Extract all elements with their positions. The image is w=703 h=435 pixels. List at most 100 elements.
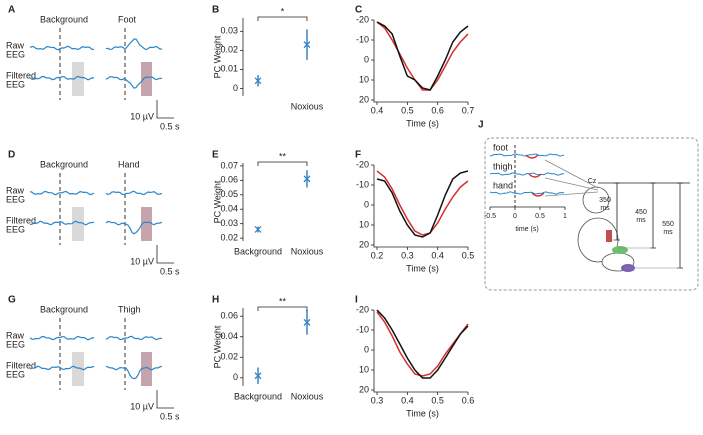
response xyxy=(528,173,542,178)
trace xyxy=(489,191,565,195)
x-tick-label: -0.5 xyxy=(484,213,496,220)
y-tick-label: 0.07 xyxy=(220,160,238,170)
significance-bracket xyxy=(257,306,308,311)
panel-label: I xyxy=(355,295,358,306)
background-window xyxy=(72,62,84,96)
significance: ** xyxy=(279,296,287,306)
raw-trace xyxy=(29,335,95,341)
row-label: Filtered xyxy=(6,215,36,225)
scale-label: 0.5 s xyxy=(160,121,180,131)
y-tick-label: 0 xyxy=(364,199,369,209)
line xyxy=(376,170,469,238)
y-tick-label: 20 xyxy=(359,384,369,394)
x-tick-label: 0.2 xyxy=(371,250,384,260)
significance-bracket xyxy=(257,16,308,21)
filtered-trace xyxy=(105,365,163,380)
background-window xyxy=(72,352,84,386)
x-tick-label: 0.4 xyxy=(371,105,384,115)
y-tick-label: 0.06 xyxy=(220,175,238,185)
y-tick-label: 0 xyxy=(233,83,238,93)
panel-label: E xyxy=(212,150,219,161)
y-tick-label: 0.05 xyxy=(220,189,238,199)
condition-label: Background xyxy=(40,159,88,169)
panel-label: G xyxy=(8,295,16,306)
x-tick-label: 0.4 xyxy=(431,250,444,260)
condition-label: Thigh xyxy=(118,304,141,314)
trace xyxy=(489,172,565,176)
scale-bar xyxy=(156,245,174,264)
x-tick-label: 0.5 xyxy=(431,395,444,405)
scale-label: 0.5 s xyxy=(160,411,180,421)
y-tick-label: 0 xyxy=(364,54,369,64)
panel-j-box xyxy=(484,137,699,291)
infant-drawing xyxy=(544,159,635,272)
row-label: EEG xyxy=(6,224,25,234)
latency-label: 550 xyxy=(662,221,674,228)
y-tick-label: 0.02 xyxy=(220,45,238,55)
y-tick-label: 0.01 xyxy=(220,64,238,74)
condition-label: Foot xyxy=(118,14,137,24)
response xyxy=(531,192,545,197)
scale-bar xyxy=(156,100,174,119)
y-tick-label: 0.04 xyxy=(220,204,238,214)
y-axis-label: PC Weight xyxy=(212,325,222,368)
axes xyxy=(373,20,468,103)
condition-label: Hand xyxy=(118,159,140,169)
y-tick-label: -20 xyxy=(356,14,369,24)
y-tick-label: 0.06 xyxy=(220,311,238,321)
y-tick-label: -20 xyxy=(356,304,369,314)
x-tick-label: 0.7 xyxy=(462,105,475,115)
electrode-label: Cz xyxy=(588,178,597,185)
filtered-trace xyxy=(29,365,95,371)
x-axis-label: Time (s) xyxy=(406,118,439,128)
latency-label: 450 xyxy=(635,209,647,216)
point xyxy=(254,372,262,380)
y-axis-label: PC Weight xyxy=(212,35,222,78)
row-label: EEG xyxy=(6,49,25,59)
latency-label: ms xyxy=(600,205,610,212)
raw-trace xyxy=(106,38,163,51)
y-tick-label: 0.03 xyxy=(220,218,238,228)
stimulus-window xyxy=(141,352,152,386)
y-tick-label: 0 xyxy=(364,344,369,354)
row-label: Raw xyxy=(6,185,25,195)
latency-label: 350 xyxy=(599,197,611,204)
x-tick-label: 0.3 xyxy=(371,395,384,405)
x-tick-label: 0.4 xyxy=(401,395,414,405)
axes xyxy=(373,310,468,393)
response xyxy=(525,154,539,159)
line xyxy=(376,309,469,379)
condition-label: Background xyxy=(40,304,88,314)
significance: ** xyxy=(279,151,287,161)
x-tick-label: Noxious xyxy=(291,246,324,256)
y-tick-label: 0 xyxy=(233,372,238,382)
y-tick-label: 20 xyxy=(359,94,369,104)
x-tick-label: 0.6 xyxy=(431,105,444,115)
filtered-trace xyxy=(29,75,95,81)
latency-label: ms xyxy=(663,229,673,236)
x-tick-label: Noxious xyxy=(291,101,324,111)
filtered-trace xyxy=(29,220,95,226)
row-label: EEG xyxy=(6,369,25,379)
x-tick-label: 0.6 xyxy=(462,395,475,405)
y-tick-label: -10 xyxy=(356,324,369,334)
x-tick-label: 0 xyxy=(513,213,517,220)
x-tick-label: 0.3 xyxy=(401,250,414,260)
row-label: Raw xyxy=(6,330,25,340)
latency-label: ms xyxy=(636,217,646,224)
point xyxy=(254,225,262,233)
point xyxy=(303,318,311,326)
x-tick-label: 0.5 xyxy=(535,213,545,220)
point xyxy=(254,77,262,85)
y-tick-label: -10 xyxy=(356,179,369,189)
x-axis-label: Time (s) xyxy=(406,263,439,273)
panel-label: D xyxy=(8,150,15,161)
stimulus-window xyxy=(141,62,152,96)
trace-label: thigh xyxy=(493,161,513,171)
line xyxy=(376,311,469,377)
y-tick-label: 10 xyxy=(359,219,369,229)
y-tick-label: 10 xyxy=(359,74,369,84)
scale-label: 10 µV xyxy=(130,256,154,266)
y-tick-label: -10 xyxy=(356,34,369,44)
row-label: EEG xyxy=(6,339,25,349)
